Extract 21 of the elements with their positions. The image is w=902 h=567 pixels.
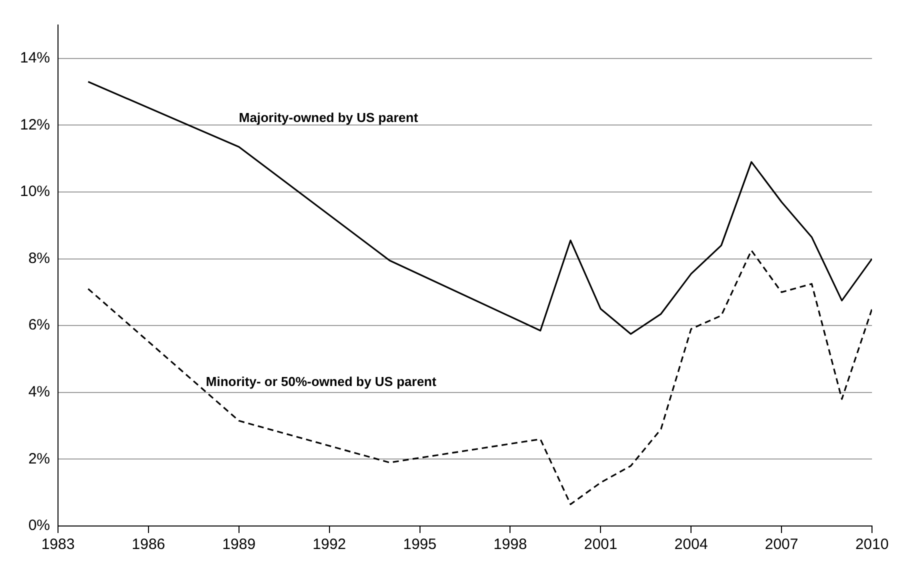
x-tick-label: 1986 bbox=[132, 536, 166, 554]
line-series bbox=[87, 250, 872, 506]
y-tick-label: 14% bbox=[20, 50, 50, 67]
x-tick-label: 1983 bbox=[41, 536, 75, 554]
y-tick-label: 8% bbox=[28, 250, 50, 267]
x-tick-label: 2001 bbox=[584, 536, 618, 554]
series-label: Majority-owned by US parent bbox=[238, 110, 419, 125]
x-tick-label: 1992 bbox=[312, 536, 346, 554]
y-tick-label: 4% bbox=[28, 384, 50, 401]
y-tick-label: 12% bbox=[20, 116, 50, 134]
y-tick-label: 10% bbox=[20, 183, 50, 200]
y-tick-label: 0% bbox=[28, 517, 50, 534]
x-tick-label: 2007 bbox=[764, 536, 798, 554]
x-tick-label: 2004 bbox=[674, 536, 708, 554]
x-tick-label: 1998 bbox=[494, 536, 527, 554]
x-tick-label: 2010 bbox=[855, 536, 889, 554]
series-label: Minority- or 50%-owned by US parent bbox=[206, 374, 437, 389]
x-tick-label: 1995 bbox=[403, 536, 436, 554]
y-tick-label: 2% bbox=[28, 450, 50, 468]
x-tick-label: 1989 bbox=[222, 536, 256, 554]
y-tick-label: 6% bbox=[28, 316, 50, 334]
